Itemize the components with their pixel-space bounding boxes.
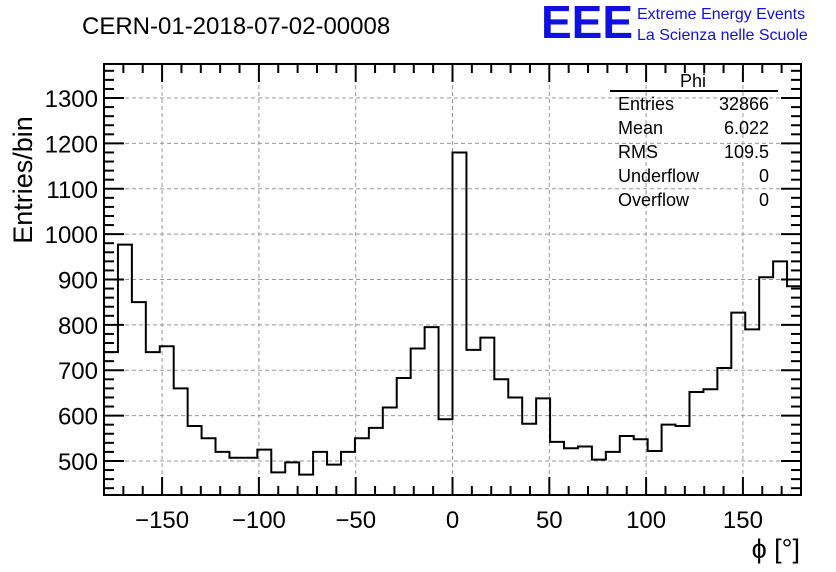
eee-logo: EEE Extreme Energy Events La Scienza nel… — [541, 0, 808, 48]
axis-tick-labels: −150 −100 −50 0 50 100 150 500 600 700 800 900 1000 1… — [45, 86, 763, 534]
stats-value-mean: 6.022 — [724, 118, 769, 138]
x-tick-label: 50 — [536, 507, 563, 534]
x-tick-label: −50 — [335, 507, 376, 534]
histogram-step-line — [104, 151, 801, 476]
x-axis-title: ϕ [°] — [752, 534, 800, 564]
y-tick-label: 800 — [58, 313, 98, 340]
stats-label-underflow: Underflow — [618, 166, 700, 186]
stats-label-rms: RMS — [618, 142, 658, 162]
stats-value-rms: 109.5 — [724, 142, 769, 162]
logo-mark: EEE — [541, 0, 633, 48]
x-tick-label: 100 — [626, 507, 666, 534]
y-axis-title: Entries/bin — [8, 116, 38, 244]
x-tick-label: −150 — [135, 507, 189, 534]
logo-line-2: La Scienza nelle Scuole — [637, 27, 808, 44]
y-tick-label: 900 — [58, 268, 98, 295]
stats-value-entries: 32866 — [719, 94, 769, 114]
axis-ticks — [104, 64, 801, 495]
y-tick-label: 1000 — [45, 222, 98, 249]
x-tick-label: 150 — [723, 507, 763, 534]
y-tick-label: 500 — [58, 449, 98, 476]
y-tick-label: 1200 — [45, 131, 98, 158]
y-tick-label: 600 — [58, 404, 98, 431]
y-tick-label: 1300 — [45, 86, 98, 113]
stats-name: Phi — [680, 71, 706, 91]
stats-value-overflow: 0 — [759, 190, 769, 210]
stats-label-mean: Mean — [618, 118, 663, 138]
y-tick-label: 700 — [58, 358, 98, 385]
logo-line-1: Extreme Energy Events — [637, 6, 805, 23]
y-tick-label: 1100 — [46, 177, 98, 204]
stats-label-overflow: Overflow — [618, 190, 690, 210]
chart-title: CERN-01-2018-07-02-00008 — [82, 13, 390, 40]
stats-value-underflow: 0 — [759, 166, 769, 186]
x-tick-label: −100 — [232, 507, 286, 534]
stats-box: Phi Entries 32866 Mean 6.022 RMS 109.5 U… — [610, 71, 778, 210]
x-tick-label: 0 — [446, 507, 459, 534]
stats-label-entries: Entries — [618, 94, 674, 114]
